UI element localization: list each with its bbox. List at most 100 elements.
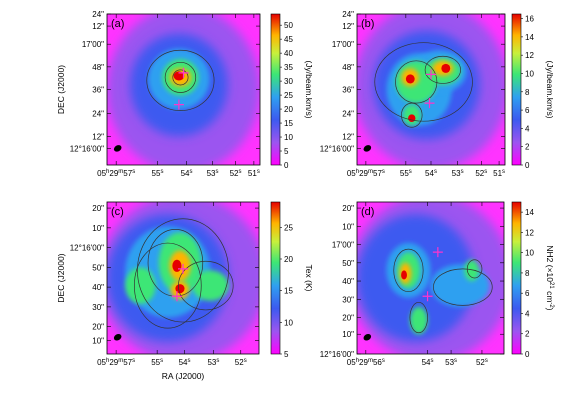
y-tick-label: 36"	[92, 86, 104, 95]
y-tick-label: 50"	[92, 263, 104, 272]
colorbar-tick-label: 16	[525, 15, 534, 24]
y-tick-label: 20"	[342, 204, 354, 213]
source-cross	[171, 291, 182, 302]
y-tick-label: 20"	[92, 204, 104, 213]
colorbar-tick-label: 12	[525, 228, 534, 237]
map-image	[107, 202, 259, 354]
colorbar-tick-label: 14	[525, 33, 534, 42]
colorbar-tick-label: 15	[284, 287, 293, 296]
contour-line	[433, 268, 493, 306]
emission-region	[173, 71, 185, 81]
colorbar-label: NH2 (×1021 cm-2)	[545, 245, 555, 310]
y-tick-label: 12"	[92, 22, 104, 31]
colorbar-tick-label: 14	[525, 208, 534, 217]
panel-c: (c) 10" 20" 30" 40" 50" 12°16'00" 10" 20" 05h29m5…	[56, 201, 314, 381]
colorbar-tick-label: 0	[525, 161, 530, 170]
x-tick-label: 52s	[475, 169, 487, 178]
colorbar-tick-label: 15	[284, 119, 293, 128]
x-tick-label: 53s	[207, 358, 219, 367]
x-tick-label: 55s	[400, 169, 412, 178]
contour-line	[466, 259, 483, 279]
x-tick-label: 52s	[235, 358, 247, 367]
y-tick-label: 10"	[92, 336, 104, 345]
colorbar	[511, 201, 522, 355]
source-cross	[173, 99, 184, 110]
emission-region	[175, 284, 185, 294]
y-tick-label: 12°16'00"	[70, 244, 104, 253]
panel-label: (a)	[111, 18, 124, 30]
panel-label: (b)	[361, 18, 374, 30]
colorbar-tick-label: 6	[525, 106, 530, 115]
x-tick-label: 51s	[248, 169, 260, 178]
colorbar-tick-label: 0	[525, 350, 530, 359]
colorbar-tick-label: 5	[284, 350, 289, 359]
emission-region	[125, 267, 156, 304]
colorbar-label: (Jy/beam.km/s)	[545, 60, 555, 118]
contour-line	[178, 260, 234, 311]
map-frame	[106, 201, 260, 355]
x-tick-label: 05h29m57s	[97, 169, 135, 178]
colorbar-tick-label: 6	[525, 289, 530, 298]
emission-region	[409, 306, 428, 335]
colorbar-tick-label: 4	[525, 309, 530, 318]
colorbar-tick-label: 10	[284, 133, 293, 142]
colorbar-tick-label: 30	[284, 77, 293, 86]
contour-line	[374, 42, 473, 122]
x-axis-label: RA (J2000)	[162, 371, 205, 381]
colorbar-tick-label: 12	[525, 51, 534, 60]
x-tick-label: 53s	[207, 169, 219, 178]
beam-ellipse	[113, 145, 122, 152]
beam-ellipse	[113, 334, 122, 341]
y-tick-label: 30"	[92, 303, 104, 312]
colorbar-tick-label: 2	[525, 330, 530, 339]
y-tick-label: 24"	[92, 110, 104, 119]
colorbar-tick-label: 20	[284, 105, 293, 114]
x-tick-label: 53s	[452, 169, 464, 178]
y-axis-label: DEC (J2000)	[56, 65, 66, 114]
colorbar-tick-label: 50	[284, 21, 293, 30]
emission-region	[405, 74, 415, 84]
panel-b: (b) 12°16'00" 12" 24" 36" 48" 17'00" 12" 24" 05h2…	[320, 10, 555, 178]
x-tick-label: 51s	[493, 169, 505, 178]
colorbar-tick-label: 10	[284, 318, 293, 327]
contour-line	[172, 69, 189, 86]
y-tick-label: 12"	[342, 22, 354, 31]
emission-region	[430, 264, 490, 307]
x-tick-label: 54s	[179, 358, 191, 367]
y-tick-label: 12"	[92, 132, 104, 141]
colorbar-tick-label: 25	[284, 223, 293, 232]
contour-line	[401, 102, 423, 128]
colorbar-label: Tex (K)	[304, 265, 314, 292]
x-tick-label: 05h29m57s	[347, 169, 385, 178]
map-image	[357, 14, 505, 165]
x-tick-label: 55s	[151, 358, 163, 367]
y-tick-label: 48"	[92, 63, 104, 72]
y-tick-label: 17'00"	[332, 241, 354, 250]
x-tick-label: 52s	[230, 169, 242, 178]
source-cross	[426, 69, 436, 80]
panel-label: (d)	[361, 206, 374, 218]
x-tick-label: 05h29m56s	[347, 358, 385, 367]
source-cross	[422, 291, 433, 302]
map-image	[107, 14, 260, 165]
y-tick-label: 24"	[92, 10, 104, 19]
colorbar-label: (Jy/beam.km/s)	[304, 60, 314, 118]
source-cross	[178, 263, 188, 274]
colorbar-tick-label: 2	[525, 143, 530, 152]
colorbar-tick-label: 20	[284, 255, 293, 264]
y-tick-label: 50"	[342, 259, 354, 268]
emission-region	[401, 270, 407, 280]
contour-line	[137, 218, 229, 323]
source-cross	[178, 67, 189, 78]
colorbar-tick-label: 40	[284, 49, 293, 58]
map-frame	[356, 201, 505, 355]
panel-d: (d) 12°16'00" 10" 20" 30" 40" 50" 17'00" 10" 20" 0…	[320, 201, 555, 367]
x-tick-label: 54s	[181, 169, 193, 178]
y-tick-label: 12"	[342, 132, 354, 141]
source-cross	[424, 98, 435, 109]
colorbar-tick-label: 8	[525, 269, 530, 278]
colorbar-tick-label: 10	[525, 69, 534, 78]
x-tick-label: 55s	[152, 169, 164, 178]
y-tick-label: 10"	[342, 222, 354, 231]
